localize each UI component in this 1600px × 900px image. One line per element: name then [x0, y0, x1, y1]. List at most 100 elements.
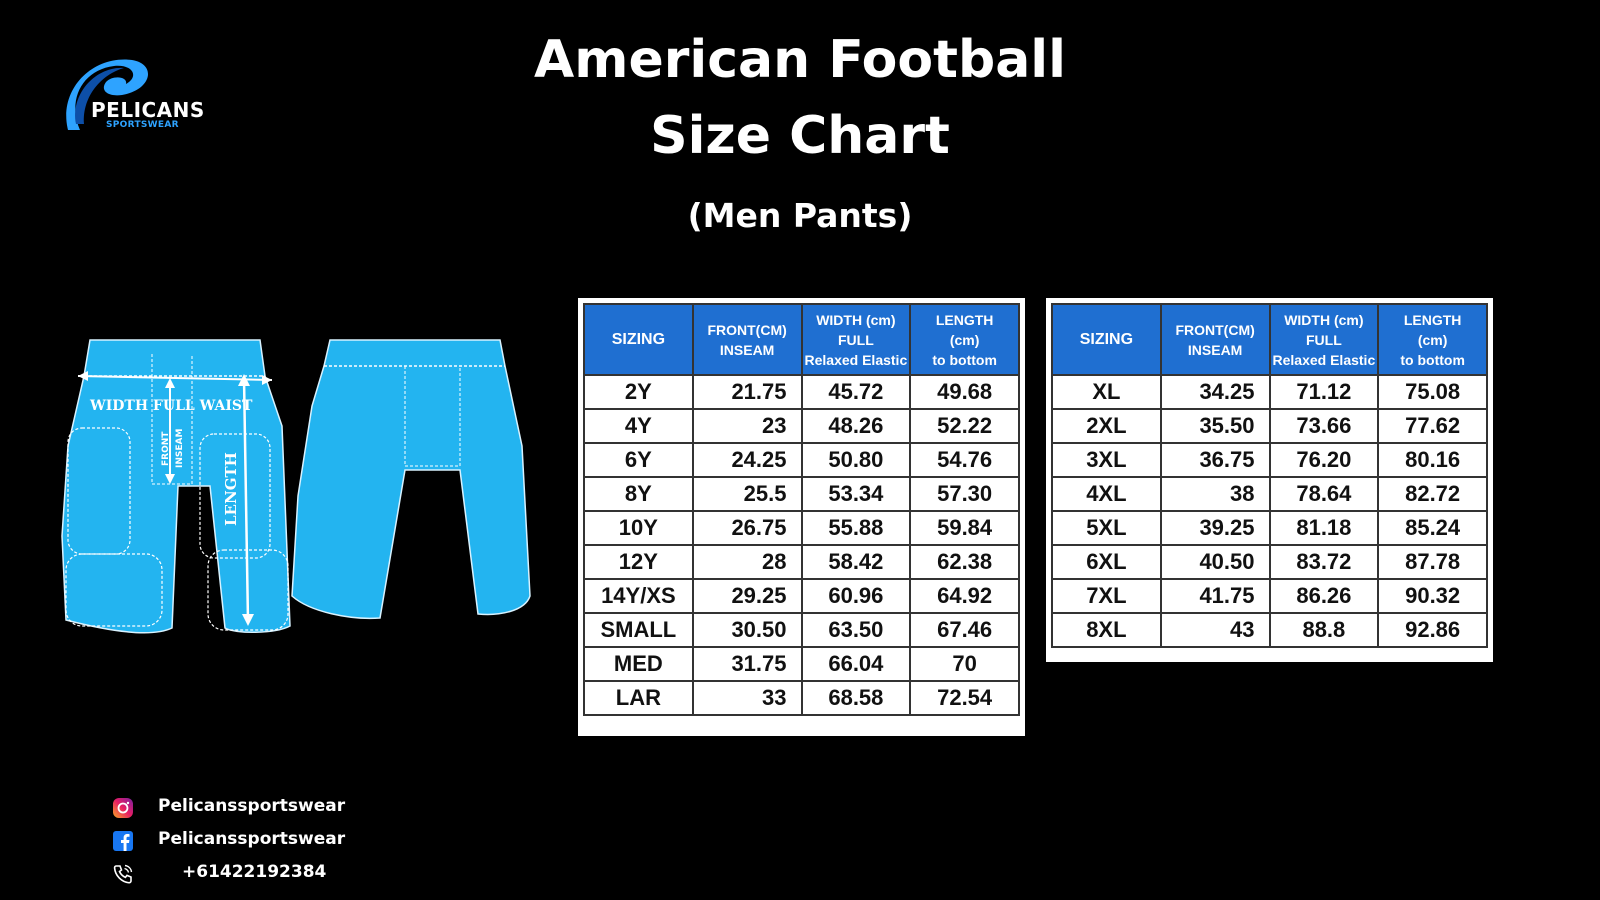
- width-cell: 63.50: [800, 612, 912, 648]
- width-cell: 58.42: [800, 544, 912, 580]
- table-row: 3XL 36.75 76.20 80.16: [1051, 442, 1488, 478]
- width-cell: 81.18: [1268, 510, 1380, 546]
- header-front-inseam: FRONT(CM) INSEAM: [691, 303, 803, 376]
- table-row: XL 34.25 71.12 75.08: [1051, 374, 1488, 410]
- front-inseam-cell: 40.50: [1159, 544, 1271, 580]
- header-length: LENGTH (cm) to bottom: [1377, 303, 1488, 376]
- front-inseam-cell: 35.50: [1159, 408, 1271, 444]
- table-row: 6XL 40.50 83.72 87.78: [1051, 544, 1488, 580]
- length-cell: 82.72: [1377, 476, 1488, 512]
- width-cell: 86.26: [1268, 578, 1380, 614]
- phone-icon: [113, 864, 133, 884]
- front-inseam-cell: 39.25: [1159, 510, 1271, 546]
- front-inseam-cell: 29.25: [691, 578, 803, 614]
- table-row: 6Y 24.25 50.80 54.76: [583, 442, 1020, 478]
- width-cell: 50.80: [800, 442, 912, 478]
- size-cell: SMALL: [583, 612, 694, 648]
- width-cell: 45.72: [800, 374, 912, 410]
- table-row: 7XL 41.75 86.26 90.32: [1051, 578, 1488, 614]
- table-row: 5XL 39.25 81.18 85.24: [1051, 510, 1488, 546]
- width-cell: 48.26: [800, 408, 912, 444]
- length-cell: 64.92: [909, 578, 1020, 614]
- size-cell: LAR: [583, 680, 694, 716]
- front-inseam-cell: 21.75: [691, 374, 803, 410]
- length-label: LENGTH: [222, 452, 240, 526]
- size-table-youth-to-large: SIZING FRONT(CM) INSEAM WIDTH (cm) FULL Rel…: [578, 298, 1025, 736]
- length-cell: 90.32: [1377, 578, 1488, 614]
- header-length: LENGTH (cm) to bottom: [909, 303, 1020, 376]
- table-row: 8XL 43 88.8 92.86: [1051, 612, 1488, 648]
- length-cell: 59.84: [909, 510, 1020, 546]
- size-cell: 5XL: [1051, 510, 1162, 546]
- header-width: WIDTH (cm) FULL Relaxed Elastic: [1268, 303, 1380, 376]
- length-cell: 92.86: [1377, 612, 1488, 648]
- size-cell: 7XL: [1051, 578, 1162, 614]
- front-inseam-cell: 25.5: [691, 476, 803, 512]
- table-row: 2XL 35.50 73.66 77.62: [1051, 408, 1488, 444]
- length-cell: 80.16: [1377, 442, 1488, 478]
- table-row: 8Y 25.5 53.34 57.30: [583, 476, 1020, 512]
- front-label: FRONT: [161, 431, 171, 466]
- size-cell: 8XL: [1051, 612, 1162, 648]
- table-row: 4Y 23 48.26 52.22: [583, 408, 1020, 444]
- front-inseam-cell: 36.75: [1159, 442, 1271, 478]
- length-cell: 67.46: [909, 612, 1020, 648]
- width-cell: 78.64: [1268, 476, 1380, 512]
- size-table-body: 2Y 21.75 45.72 49.68 4Y 23 48.26 52.22 6Y 24.25 50…: [583, 374, 1020, 716]
- front-inseam-cell: 30.50: [691, 612, 803, 648]
- pants-front-view: WIDTH FULL WAIST FRONT INSEAM LENGTH: [61, 339, 291, 634]
- size-cell: 4Y: [583, 408, 694, 444]
- front-inseam-cell: 43: [1159, 612, 1271, 648]
- length-cell: 54.76: [909, 442, 1020, 478]
- size-cell: 6Y: [583, 442, 694, 478]
- table-row: 4XL 38 78.64 82.72: [1051, 476, 1488, 512]
- instagram-icon: [113, 798, 133, 818]
- header-sizing: SIZING: [1051, 303, 1162, 376]
- table-row: 12Y 28 58.42 62.38: [583, 544, 1020, 580]
- size-cell: 3XL: [1051, 442, 1162, 478]
- front-inseam-cell: 31.75: [691, 646, 803, 682]
- width-cell: 76.20: [1268, 442, 1380, 478]
- waist-label: WIDTH FULL WAIST: [89, 398, 253, 414]
- pants-back-view: [291, 339, 531, 620]
- front-inseam-cell: 34.25: [1159, 374, 1271, 410]
- width-cell: 68.58: [800, 680, 912, 716]
- table-row: 10Y 26.75 55.88 59.84: [583, 510, 1020, 546]
- size-cell: 4XL: [1051, 476, 1162, 512]
- length-cell: 75.08: [1377, 374, 1488, 410]
- front-inseam-cell: 23: [691, 408, 803, 444]
- instagram-handle: Pelicanssportswear: [158, 796, 346, 816]
- length-cell: 52.22: [909, 408, 1020, 444]
- front-inseam-cell: 33: [691, 680, 803, 716]
- size-table-xl-to-8xl: SIZING FRONT(CM) INSEAM WIDTH (cm) FULL Rel…: [1046, 298, 1493, 662]
- size-cell: 2XL: [1051, 408, 1162, 444]
- length-cell: 49.68: [909, 374, 1020, 410]
- size-cell: 12Y: [583, 544, 694, 580]
- front-inseam-cell: 24.25: [691, 442, 803, 478]
- width-cell: 83.72: [1268, 544, 1380, 580]
- page-subtitle: (Men Pants): [687, 196, 913, 235]
- facebook-icon: [113, 831, 133, 851]
- front-inseam-cell: 38: [1159, 476, 1271, 512]
- size-cell: XL: [1051, 374, 1162, 410]
- header-width: WIDTH (cm) FULL Relaxed Elastic: [800, 303, 912, 376]
- front-inseam-cell: 28: [691, 544, 803, 580]
- table-row: 14Y/XS 29.25 60.96 64.92: [583, 578, 1020, 614]
- length-cell: 85.24: [1377, 510, 1488, 546]
- length-cell: 72.54: [909, 680, 1020, 716]
- front-inseam-cell: 26.75: [691, 510, 803, 546]
- brand-name: PELICANS: [91, 98, 205, 122]
- brand-subname: SPORTSWEAR: [106, 120, 179, 130]
- header-front-inseam: FRONT(CM) INSEAM: [1159, 303, 1271, 376]
- pants-diagram: WIDTH FULL WAIST FRONT INSEAM LENGTH: [61, 339, 531, 634]
- width-cell: 53.34: [800, 476, 912, 512]
- size-cell: 6XL: [1051, 544, 1162, 580]
- length-cell: 77.62: [1377, 408, 1488, 444]
- phone-number: +61422192384: [182, 862, 327, 882]
- width-cell: 73.66: [1268, 408, 1380, 444]
- header-sizing: SIZING: [583, 303, 694, 376]
- page-title: American Football: [534, 30, 1066, 90]
- size-cell: 14Y/XS: [583, 578, 694, 614]
- facebook-handle: Pelicanssportswear: [158, 829, 346, 849]
- page-title-line2: Size Chart: [650, 106, 950, 166]
